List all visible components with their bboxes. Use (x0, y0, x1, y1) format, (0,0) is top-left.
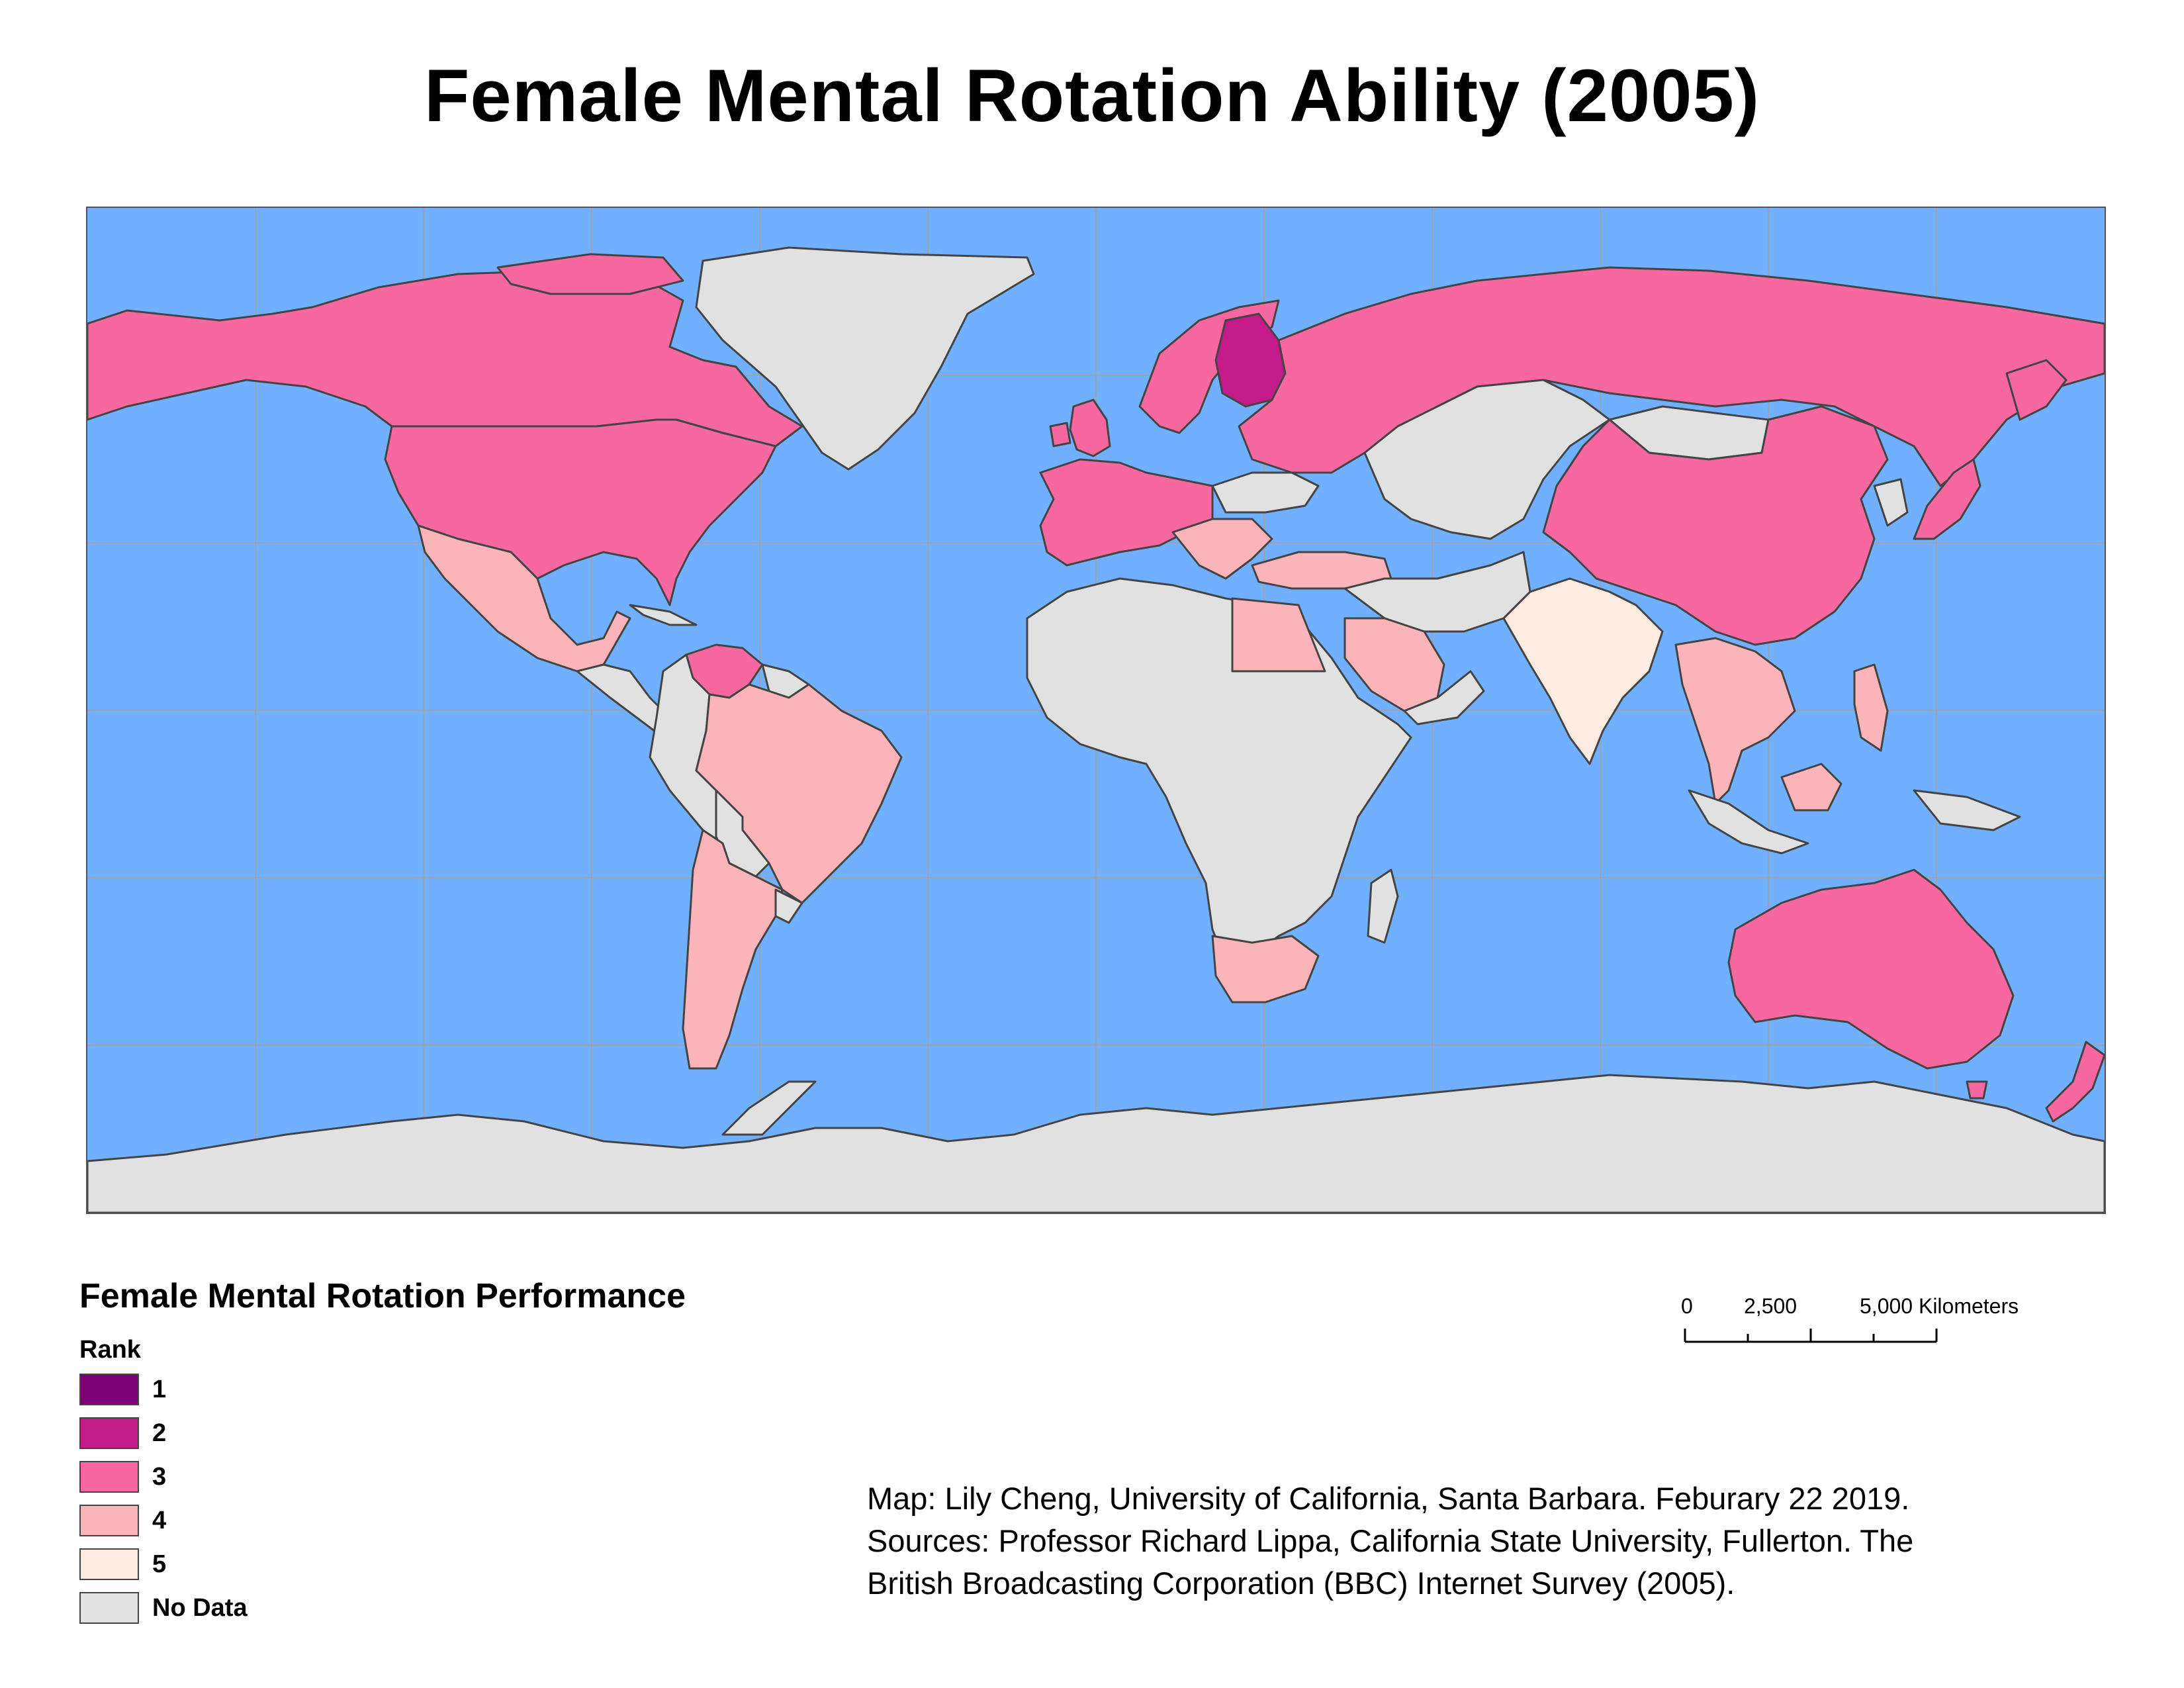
legend-subtitle: Rank (79, 1336, 141, 1364)
region-ireland (1049, 422, 1071, 447)
world-map (86, 207, 2106, 1214)
region-south-africa (1211, 935, 1320, 1004)
region-arctic-islands (496, 253, 684, 295)
scale-bar: 0 2,500 5,000 Kilometers (1668, 1294, 2131, 1367)
legend-label-1: 1 (152, 1375, 167, 1403)
credits-line-2: Sources: Professor Richard Lippa, Califo… (867, 1523, 1914, 1558)
region-antarctic-peninsula (721, 1080, 817, 1136)
legend-label-2: 2 (152, 1419, 167, 1447)
region-korea (1873, 478, 1909, 527)
scale-label-5000: 5,000 Kilometers (1860, 1294, 2019, 1318)
region-central-asia (1363, 379, 1611, 540)
legend-swatch-2 (79, 1417, 139, 1449)
map-svg (87, 208, 2105, 1213)
region-argentina (682, 829, 784, 1070)
credits-line-1: Map: Lily Cheng, University of Californi… (867, 1481, 1910, 1516)
region-indonesia (1688, 789, 1809, 855)
region-arabia-other (1403, 670, 1485, 726)
region-southeast-asia (1674, 637, 1796, 805)
region-antarctica (87, 1074, 2105, 1213)
credits-line-3: British Broadcasting Corporation (BBC) I… (867, 1566, 1735, 1601)
region-canada (87, 269, 803, 447)
scale-bar-graphic (1684, 1329, 1938, 1343)
map-credits: Map: Lily Cheng, University of Californi… (867, 1477, 2111, 1605)
legend: Female Mental Rotation Performance Rank … (79, 1276, 686, 1626)
legend-item-3: 3 (79, 1458, 686, 1495)
region-japan (1913, 458, 1981, 540)
legend-label-4: 4 (152, 1506, 167, 1534)
legend-swatch-5 (79, 1548, 139, 1580)
region-uruguay (774, 888, 803, 924)
region-new-zealand (2045, 1041, 2105, 1123)
scale-label-2500: 2,500 (1744, 1294, 1797, 1318)
region-australia (1727, 868, 2015, 1070)
region-tasmania (1966, 1080, 1988, 1100)
region-madagascar (1367, 868, 1399, 944)
legend-item-1: 1 (79, 1371, 686, 1408)
region-new-guinea (1913, 789, 2021, 831)
legend-title: Female Mental Rotation Performance (79, 1277, 686, 1315)
legend-swatch-3 (79, 1461, 139, 1493)
region-uk (1069, 399, 1111, 457)
legend-swatch-1 (79, 1374, 139, 1405)
region-egypt (1231, 597, 1326, 673)
region-greenland (695, 246, 1035, 471)
region-borneo (1780, 763, 1843, 812)
legend-item-5: 5 (79, 1546, 686, 1583)
scale-label-0: 0 (1681, 1294, 1693, 1318)
legend-swatch-4 (79, 1505, 139, 1536)
region-caribbean (629, 604, 698, 626)
legend-swatch-no-data (79, 1592, 139, 1624)
legend-label-5: 5 (152, 1550, 167, 1578)
legend-item-no-data: No Data (79, 1589, 686, 1626)
legend-label-3: 3 (152, 1462, 167, 1491)
legend-item-4: 4 (79, 1502, 686, 1539)
map-title: Female Mental Rotation Ability (2005) (424, 54, 1760, 137)
region-western-europe (1039, 458, 1214, 567)
region-philippines (1853, 663, 1889, 752)
legend-label-no-data: No Data (152, 1593, 248, 1622)
region-india (1502, 577, 1664, 765)
legend-item-2: 2 (79, 1415, 686, 1452)
region-balkans (1171, 518, 1273, 580)
region-mexico (417, 524, 631, 673)
region-kamchatka (2005, 359, 2068, 421)
region-china (1542, 405, 1889, 646)
region-eastern-europe (1211, 471, 1320, 514)
